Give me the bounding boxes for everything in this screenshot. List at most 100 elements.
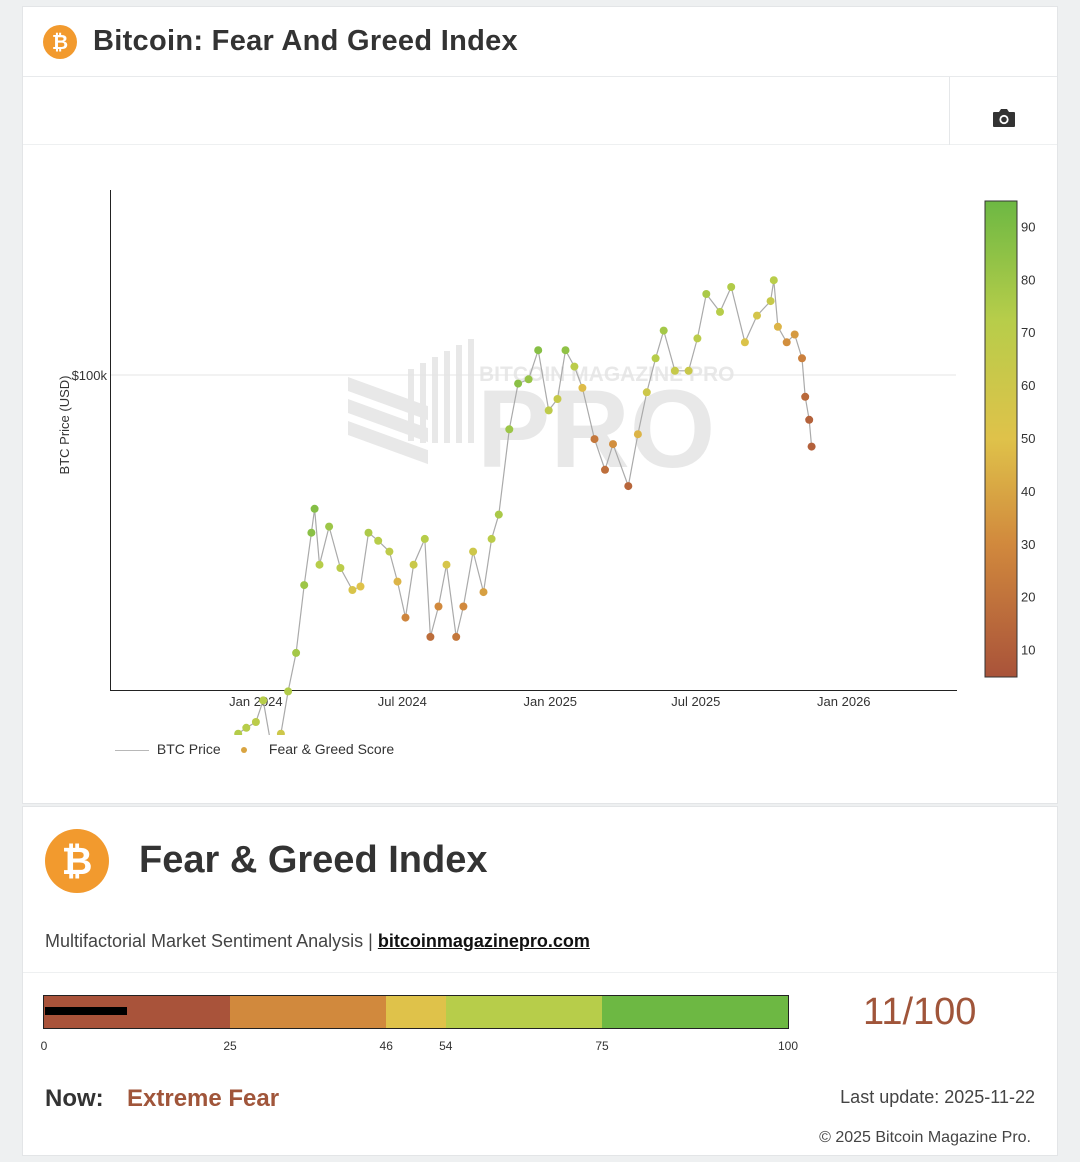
colorbar-tick-label: 50 <box>1021 431 1035 446</box>
fear-greed-point <box>553 395 562 403</box>
fear-greed-point <box>307 528 316 537</box>
fear-greed-point <box>773 322 782 331</box>
fear-greed-point <box>315 560 324 569</box>
index-subtitle: Multifactorial Market Sentiment Analysis… <box>45 931 590 952</box>
fear-greed-point <box>434 602 443 611</box>
fear-greed-point <box>766 297 775 306</box>
fear-greed-point <box>300 581 309 590</box>
legend-item-btc-price[interactable]: BTC Price <box>115 741 221 757</box>
legend-item-fear-greed[interactable]: Fear & Greed Score <box>239 741 394 757</box>
fear-greed-point <box>487 534 496 543</box>
fear-greed-point <box>702 290 711 298</box>
fear-greed-point <box>578 383 587 392</box>
fear-greed-point <box>753 311 761 320</box>
chart-header: ₿ Bitcoin: Fear And Greed Index <box>23 7 1057 77</box>
fear-greed-point <box>494 510 503 519</box>
fear-greed-point <box>534 346 543 355</box>
score-value: 11/100 <box>863 991 977 1033</box>
fear-greed-point <box>401 613 410 622</box>
fear-greed-point <box>651 354 660 363</box>
index-title: Fear & Greed Index <box>139 839 488 881</box>
page-title: Bitcoin: Fear And Greed Index <box>93 25 518 57</box>
fear-greed-point <box>364 528 373 537</box>
fear-greed-point <box>420 534 429 543</box>
bitcoin-logo-icon: ₿ <box>43 25 77 59</box>
chart-toolbar <box>23 77 1057 145</box>
fear-greed-point <box>670 366 679 375</box>
colorbar-tick-label: 30 <box>1021 537 1035 552</box>
bitcoin-logo-icon: ₿ <box>45 829 109 893</box>
colorbar-tick-label: 90 <box>1021 219 1035 234</box>
fear-greed-point <box>469 547 478 556</box>
fear-greed-point <box>782 338 791 347</box>
gauge-label: 46 <box>379 1039 393 1053</box>
legend-dot-icon <box>241 747 247 754</box>
site-link[interactable]: bitcoinmagazinepro.com <box>377 931 590 951</box>
now-label: Now: <box>45 1085 104 1112</box>
fear-greed-point <box>801 392 810 401</box>
fear-greed-point <box>544 406 553 415</box>
fear-greed-point <box>805 415 814 424</box>
fear-greed-point <box>409 560 418 569</box>
gauge-segment <box>601 996 788 1028</box>
gauge-segment <box>230 996 387 1028</box>
chart-card: ₿ Bitcoin: Fear And Greed Index BITC <box>22 6 1058 804</box>
fear-greed-point <box>251 718 260 726</box>
fear-greed-point <box>356 582 365 591</box>
colorbar-tick-label: 70 <box>1021 325 1035 340</box>
y-axis-label: BTC Price (USD) <box>57 376 72 475</box>
fear-greed-point <box>514 379 523 388</box>
fear-greed-point <box>348 586 357 594</box>
x-tick-label: Jan 2024 <box>229 694 283 709</box>
legend-label-btc-price: BTC Price <box>156 741 221 757</box>
camera-icon[interactable] <box>991 107 1017 129</box>
gauge-label: 25 <box>223 1039 237 1053</box>
fear-greed-point <box>452 632 461 641</box>
price-chart[interactable]: BITCOIN MAGAZINE PRO PRO $100k BTC Price… <box>23 145 1059 735</box>
index-card: ₿ Fear & Greed Index Multifactorial Mark… <box>22 806 1058 1156</box>
subtitle-text: Multifactorial Market Sentiment Analysis <box>45 931 364 951</box>
colorbar-tick-label: 40 <box>1021 484 1035 499</box>
divider <box>23 972 1057 973</box>
fear-greed-point <box>790 330 799 339</box>
fear-greed-point <box>601 465 609 474</box>
fear-greed-point <box>609 440 617 449</box>
gauge-segment <box>386 996 446 1028</box>
fear-greed-point <box>590 435 599 444</box>
y-tick-label: $100k <box>72 368 108 383</box>
x-axis-ticks: Jan 2024 Jul 2024 Jan 2025 Jul 2025 Jan 2026 <box>229 694 870 709</box>
fear-greed-point <box>479 588 488 597</box>
fear-greed-point <box>740 338 749 347</box>
subtitle-separator: | <box>368 931 373 951</box>
fear-greed-point <box>570 362 579 371</box>
fear-greed-point <box>336 564 345 572</box>
gauge-segment <box>445 996 602 1028</box>
fear-greed-point <box>561 346 570 355</box>
fear-greed-points <box>234 276 816 735</box>
legend-line-icon <box>115 749 149 751</box>
fear-greed-point <box>693 334 702 343</box>
fear-greed-point <box>276 729 285 735</box>
sentiment-gauge <box>43 995 789 1029</box>
now-value: Extreme Fear <box>127 1085 280 1112</box>
fear-greed-point <box>310 504 319 513</box>
toolbar-divider <box>949 77 950 145</box>
fear-greed-point <box>385 547 394 556</box>
colorbar-tick-label: 10 <box>1021 643 1035 658</box>
gauge-needle <box>45 1007 127 1015</box>
fear-greed-point <box>284 687 293 696</box>
fear-greed-point <box>727 283 736 291</box>
colorbar-tick-label: 80 <box>1021 272 1035 287</box>
colorbar-ticks: 10 20 30 40 50 60 70 80 90 <box>1021 219 1035 657</box>
fear-greed-point <box>242 723 251 732</box>
copyright: © 2025 Bitcoin Magazine Pro. <box>819 1129 1031 1146</box>
fear-greed-point <box>798 354 806 363</box>
colorbar-tick-label: 60 <box>1021 378 1035 393</box>
fear-greed-point <box>716 307 724 316</box>
fear-greed-point <box>505 425 514 434</box>
btc-price-line <box>237 280 813 735</box>
fear-greed-point <box>393 577 402 586</box>
colorbar-tick-label: 20 <box>1021 590 1035 605</box>
gauge-label: 0 <box>40 1039 48 1053</box>
fear-greed-point <box>642 388 651 397</box>
